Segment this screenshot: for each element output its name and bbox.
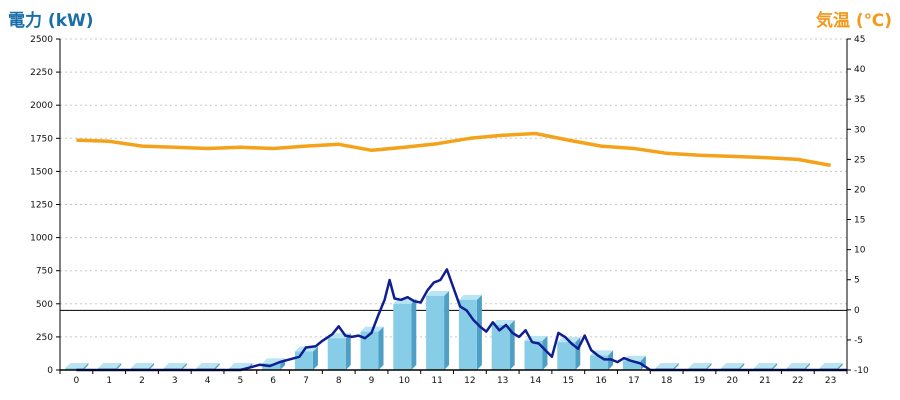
bar-side — [378, 326, 384, 370]
left-axis-title: 電力 (kW) — [8, 11, 94, 31]
bar — [622, 360, 641, 370]
bar-top — [688, 363, 712, 369]
bar-side — [148, 363, 154, 370]
x-tick-label: 3 — [172, 376, 178, 386]
bar-side — [214, 363, 220, 370]
right-tick-label: 35 — [854, 95, 865, 105]
bar-top — [426, 290, 450, 296]
bar-top — [721, 363, 745, 369]
bar-side — [772, 363, 778, 370]
bar — [65, 368, 84, 370]
bar-side — [542, 335, 548, 370]
bar-side — [640, 355, 646, 370]
right-tick-label: 5 — [854, 276, 860, 286]
right-tick-label: 40 — [854, 65, 866, 75]
bar-side — [837, 363, 843, 370]
right-tick-label: 20 — [854, 185, 866, 195]
bar-side — [345, 333, 351, 370]
bar-top — [163, 363, 187, 369]
left-tick-label: 0 — [47, 366, 53, 376]
bar-side — [411, 298, 417, 370]
left-tick-label: 250 — [36, 333, 53, 343]
right-tick-label: 30 — [854, 125, 866, 135]
bar-side — [575, 337, 581, 370]
bar — [524, 340, 543, 370]
x-tick-label: 0 — [74, 376, 80, 386]
x-tick-label: 8 — [336, 376, 342, 386]
x-tick-label: 4 — [205, 376, 211, 386]
bar-side — [706, 363, 712, 370]
bar-top — [491, 319, 515, 325]
x-tick-label: 7 — [303, 376, 309, 386]
right-tick-label: 15 — [854, 216, 865, 226]
right-tick-label: 25 — [854, 155, 865, 165]
bar-side — [476, 294, 482, 370]
power-line — [76, 268, 847, 372]
bar-side — [739, 363, 745, 370]
right-tick-label: 45 — [854, 35, 865, 45]
right-axis-title: 気温 (℃) — [815, 11, 892, 31]
temperature-line — [76, 131, 831, 168]
x-tick-label: 9 — [369, 376, 375, 386]
bar — [426, 295, 445, 370]
left-tick-label: 2000 — [30, 101, 53, 111]
bar — [491, 324, 510, 370]
bar-top — [196, 363, 220, 369]
bar-side — [804, 363, 810, 370]
x-tick-label: 17 — [628, 376, 639, 386]
bar-side — [181, 363, 187, 370]
x-tick-label: 15 — [563, 376, 574, 386]
x-tick-label: 16 — [595, 376, 607, 386]
left-tick-label: 1500 — [30, 167, 53, 177]
left-tick-label: 500 — [36, 300, 53, 310]
x-tick-label: 11 — [431, 376, 442, 386]
left-tick-label: 1000 — [30, 234, 53, 244]
x-tick-label: 10 — [399, 376, 411, 386]
right-tick-label: 10 — [854, 246, 866, 256]
x-tick-label: 1 — [106, 376, 112, 386]
bar — [294, 351, 313, 370]
bar-side — [312, 346, 318, 370]
x-tick-label: 21 — [759, 376, 770, 386]
right-tick-label: -10 — [854, 366, 869, 376]
bar-top — [130, 363, 154, 369]
bar-side — [673, 363, 679, 370]
x-tick-label: 5 — [237, 376, 243, 386]
bar — [557, 342, 576, 370]
left-tick-label: 1250 — [30, 201, 53, 211]
left-tick-label: 750 — [36, 267, 53, 277]
bar — [393, 303, 412, 370]
bar-top — [458, 294, 482, 300]
right-tick-label: 0 — [854, 306, 860, 316]
bar-top — [754, 363, 778, 369]
bar-side — [83, 363, 89, 370]
x-tick-label: 6 — [270, 376, 276, 386]
bar-side — [444, 290, 450, 370]
x-tick-label: 19 — [694, 376, 706, 386]
bar-side — [116, 363, 122, 370]
bar-top — [786, 363, 810, 369]
left-tick-label: 1750 — [30, 134, 53, 144]
right-tick-label: -5 — [854, 336, 863, 346]
bar-top — [229, 363, 253, 369]
bar-top — [98, 363, 122, 369]
bar-side — [509, 319, 515, 370]
x-tick-label: 18 — [661, 376, 673, 386]
bar-top — [655, 363, 679, 369]
x-tick-label: 23 — [825, 376, 836, 386]
left-tick-label: 2500 — [30, 35, 53, 45]
bar-top — [65, 363, 89, 369]
x-tick-label: 12 — [464, 376, 475, 386]
left-tick-label: 2250 — [30, 68, 53, 78]
x-tick-label: 2 — [139, 376, 145, 386]
bar — [360, 331, 379, 370]
x-tick-label: 14 — [530, 376, 542, 386]
x-tick-label: 13 — [497, 376, 508, 386]
x-tick-label: 22 — [792, 376, 803, 386]
x-tick-label: 20 — [727, 376, 739, 386]
bar-top — [819, 363, 843, 369]
bar — [327, 338, 346, 370]
